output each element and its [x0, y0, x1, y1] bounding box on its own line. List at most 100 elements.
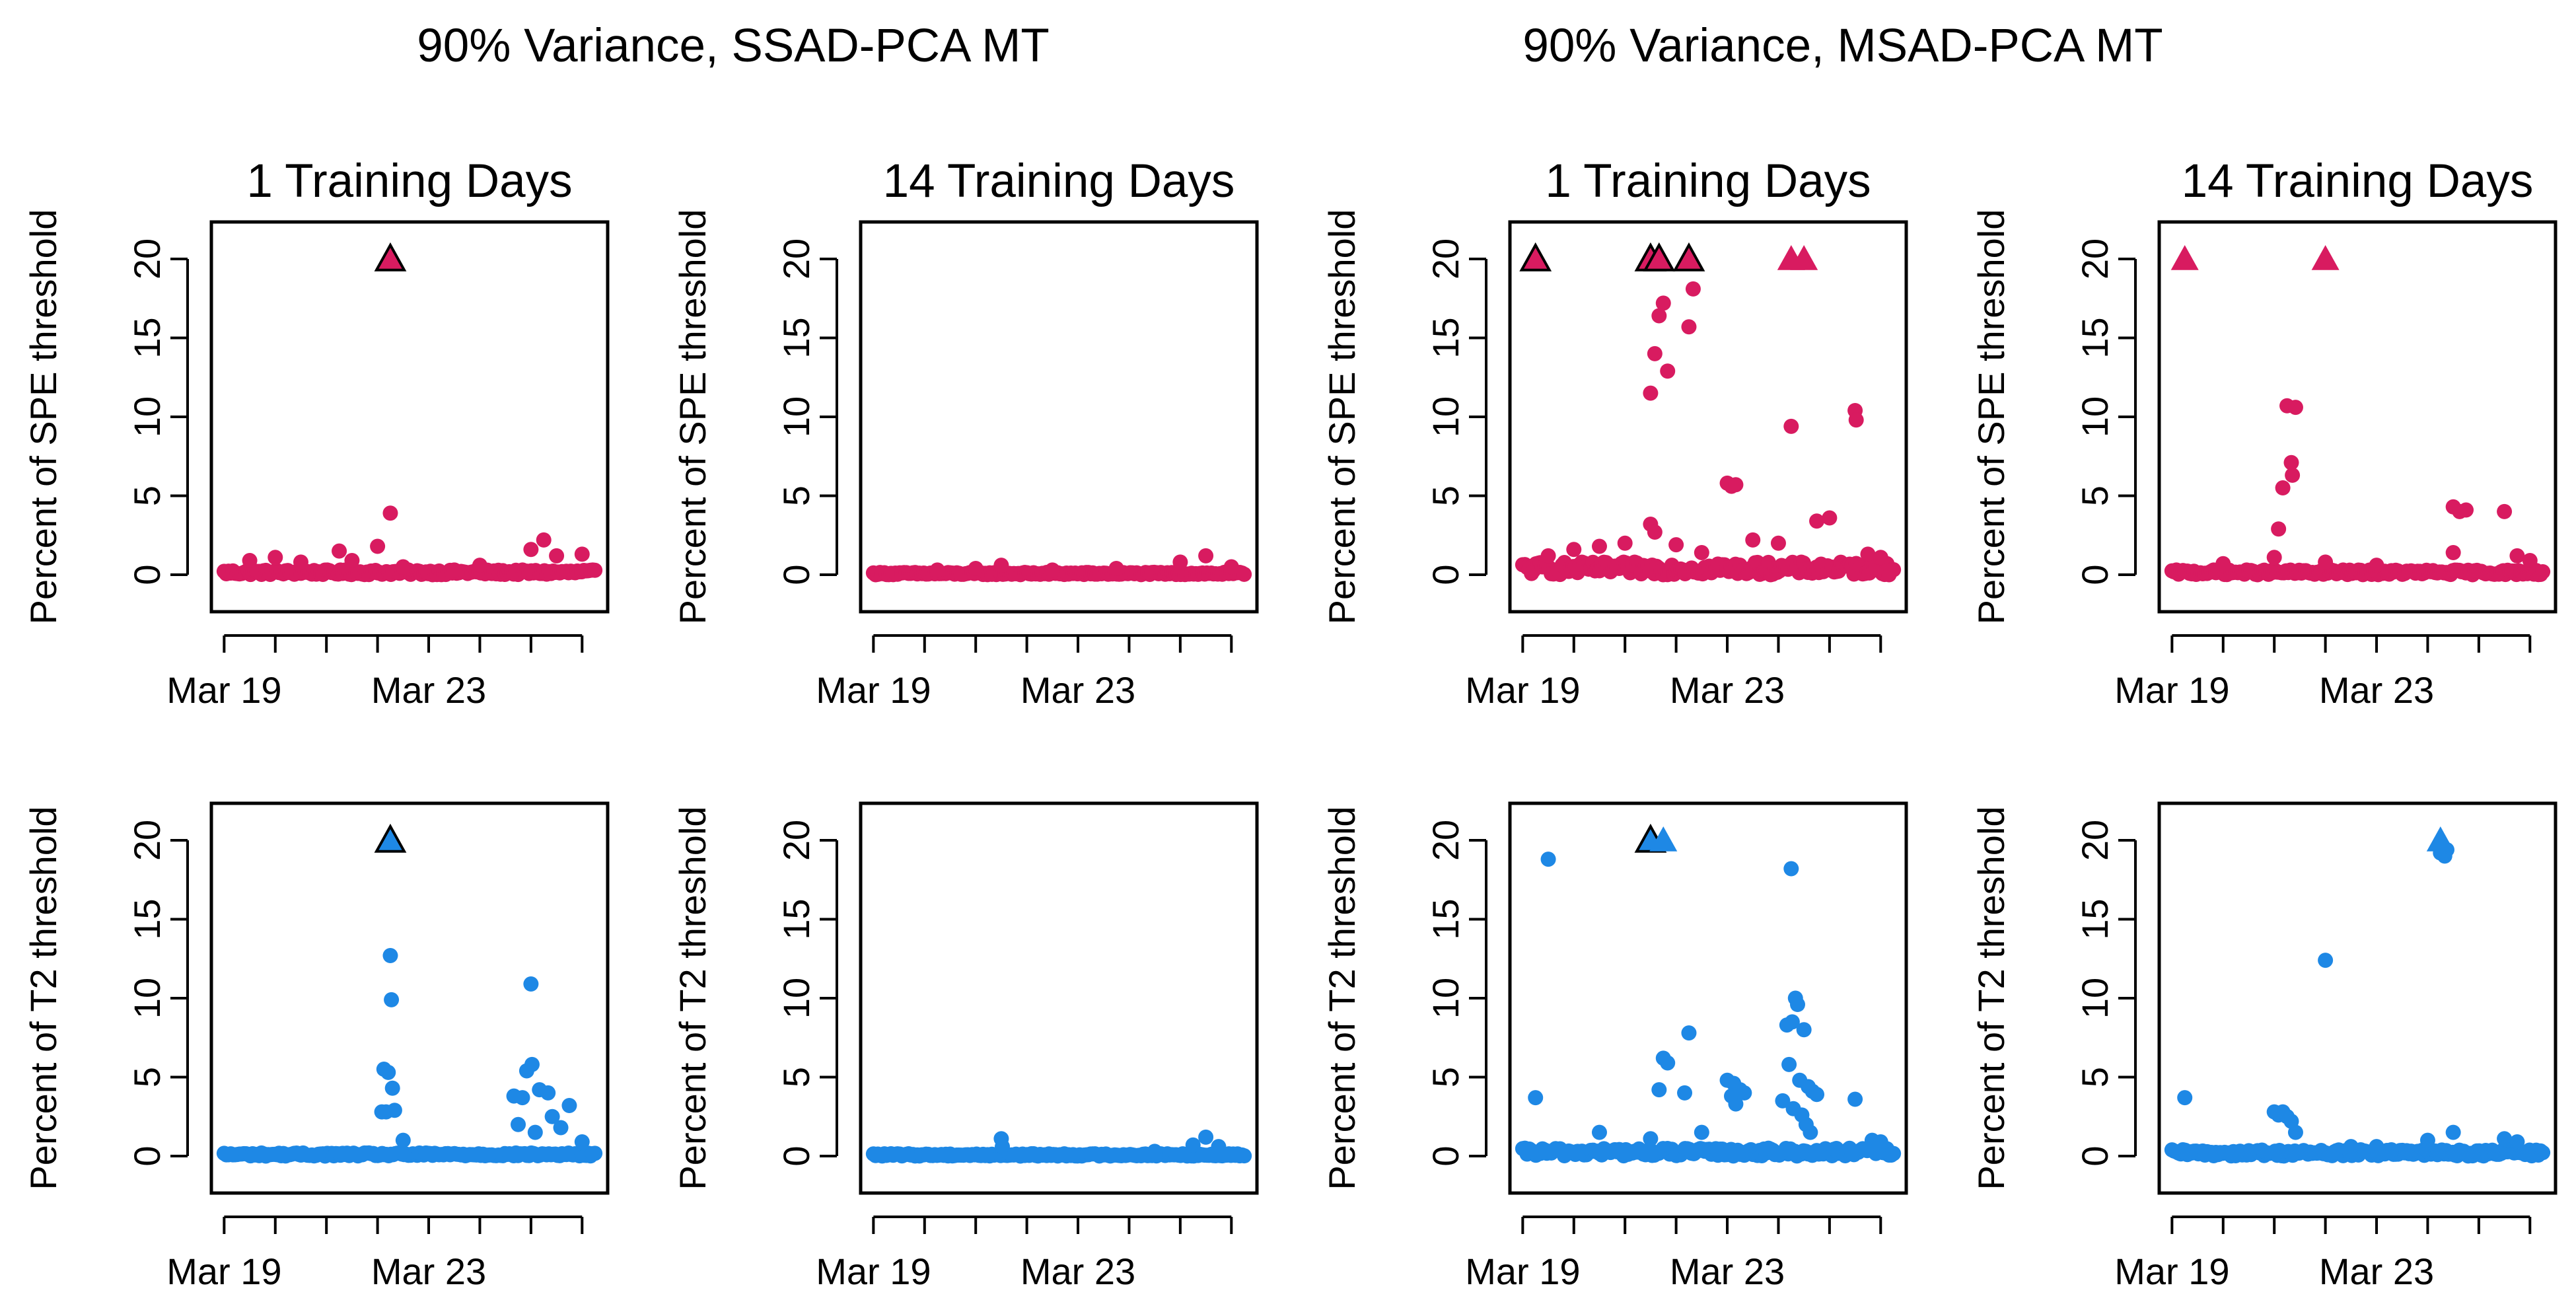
- x-tick-label: Mar 19: [1465, 1251, 1580, 1292]
- data-point: [515, 1090, 530, 1106]
- data-point: [549, 548, 565, 563]
- x-tick-label: Mar 23: [2319, 669, 2434, 711]
- panel-title: 14 Training Days: [883, 155, 1235, 207]
- y-tick-label: 0: [775, 1145, 817, 1166]
- data-point: [2509, 548, 2525, 563]
- data-point: [511, 1116, 526, 1132]
- data-point: [1211, 1139, 1227, 1155]
- x-tick-label: Mar 23: [371, 669, 486, 711]
- y-tick-label: 10: [775, 396, 817, 437]
- y-tick-label: 5: [2074, 1067, 2116, 1087]
- data-point: [1172, 554, 1188, 570]
- plot-frame: [2157, 220, 2558, 614]
- data-point: [2287, 1124, 2303, 1140]
- data-point: [293, 554, 308, 570]
- baseline-point: [1886, 562, 1902, 577]
- y-axis-label: Percent of T2 threshold: [1970, 806, 2012, 1190]
- data-point: [1198, 1129, 1214, 1145]
- out-of-range-triangle: [2311, 245, 2340, 270]
- data-point: [1728, 1096, 1744, 1112]
- data-point: [544, 1108, 560, 1124]
- out-of-range-triangle: [1519, 242, 1552, 272]
- y-tick-label: 5: [2074, 486, 2116, 506]
- data-point: [384, 992, 400, 1007]
- y-tick-label: 15: [775, 317, 817, 358]
- y-tick-label: 15: [775, 898, 817, 939]
- data-point: [2283, 454, 2299, 470]
- data-point: [1591, 1124, 1607, 1140]
- y-axis-label: Percent of T2 threshold: [1321, 806, 1363, 1190]
- data-point: [2215, 556, 2231, 571]
- data-point: [1643, 1131, 1659, 1147]
- data-point: [1822, 510, 1838, 526]
- data-point: [2458, 502, 2474, 518]
- data-point: [2177, 1090, 2193, 1106]
- data-point: [1783, 418, 1799, 434]
- data-point: [1809, 513, 1825, 529]
- data-point: [2285, 467, 2301, 483]
- y-axis-label: Percent of SPE threshold: [1321, 209, 1363, 625]
- data-point: [527, 1124, 543, 1140]
- data-point: [1770, 535, 1786, 551]
- data-point: [384, 1080, 400, 1096]
- y-axis-label: Percent of SPE threshold: [22, 209, 64, 625]
- data-point: [344, 552, 360, 568]
- data-point: [2275, 480, 2291, 496]
- data-point: [968, 560, 984, 576]
- data-point: [993, 558, 1009, 573]
- data-point: [1736, 1085, 1752, 1101]
- data-point: [1617, 535, 1633, 551]
- x-tick-label: Mar 19: [816, 1251, 931, 1292]
- data-point: [1668, 537, 1684, 553]
- data-point: [1803, 1124, 1818, 1140]
- data-point: [2509, 1134, 2525, 1149]
- y-tick-label: 15: [1425, 898, 1466, 939]
- y-axis-label: Percent of T2 threshold: [22, 806, 64, 1190]
- plot-frame: [209, 220, 610, 614]
- data-point: [1694, 545, 1709, 561]
- baseline-point: [1886, 1145, 1902, 1161]
- data-point: [2369, 558, 2384, 573]
- y-tick-label: 0: [1425, 1145, 1466, 1166]
- data-point: [1223, 559, 1239, 575]
- y-axis-label: Percent of T2 threshold: [672, 806, 713, 1190]
- plot-frame: [1508, 220, 1908, 614]
- data-point: [1860, 546, 1876, 562]
- baseline-point: [587, 1145, 603, 1161]
- data-point: [2271, 521, 2287, 537]
- x-tick-label: Mar 19: [166, 669, 281, 711]
- data-point: [1660, 1055, 1676, 1071]
- data-point: [561, 1098, 577, 1114]
- y-tick-label: 10: [2074, 978, 2116, 1019]
- y-tick-label: 0: [2074, 1145, 2116, 1166]
- y-tick-label: 5: [1425, 486, 1466, 506]
- data-point: [553, 1120, 569, 1136]
- data-point: [1147, 1144, 1163, 1159]
- data-point: [395, 1132, 411, 1148]
- data-point: [2343, 1139, 2359, 1155]
- y-tick-label: 0: [1425, 564, 1466, 585]
- out-of-range-triangle: [2426, 826, 2454, 852]
- data-point: [1681, 319, 1697, 335]
- data-point: [929, 562, 945, 578]
- data-point: [1540, 852, 1556, 867]
- data-point: [1647, 524, 1663, 540]
- data-point: [574, 1134, 590, 1149]
- data-point: [332, 543, 347, 559]
- y-tick-label: 20: [1425, 238, 1466, 279]
- data-point: [2287, 400, 2303, 416]
- panel-spe-1: 0 5 10 15 20 Percent of SPE threshold Mar 19 Ma…: [22, 155, 610, 711]
- y-axis-label: Percent of SPE threshold: [672, 209, 713, 625]
- data-point: [447, 562, 462, 578]
- y-tick-label: 20: [2074, 820, 2116, 861]
- y-tick-label: 20: [126, 238, 168, 279]
- data-point: [374, 1104, 390, 1120]
- data-point: [1809, 1087, 1825, 1103]
- x-tick-label: Mar 19: [2114, 669, 2229, 711]
- x-tick-label: Mar 23: [2319, 1251, 2434, 1292]
- y-tick-label: 20: [775, 238, 817, 279]
- data-point: [1540, 548, 1556, 563]
- data-point: [995, 1139, 1011, 1155]
- data-point: [1108, 560, 1124, 576]
